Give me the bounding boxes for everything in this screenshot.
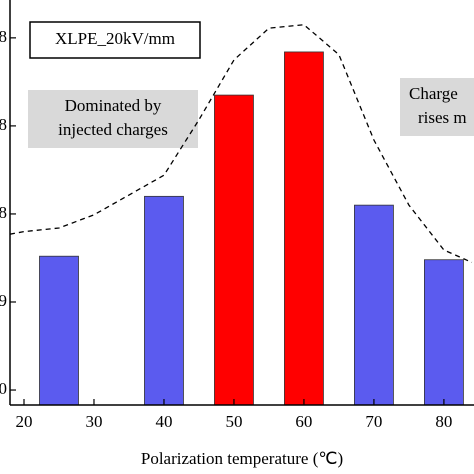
bar (39, 255, 79, 406)
y-tick-label: 0 (0, 379, 7, 398)
annotation-box (28, 90, 198, 148)
y-tick-label: -8 (0, 203, 7, 222)
annotation: injected charges (58, 120, 168, 139)
x-tick-label: 40 (155, 412, 172, 431)
annotation: XLPE_20kV/mm (55, 29, 175, 48)
y-tick-label: -9 (0, 291, 7, 310)
x-tick-label: 50 (225, 412, 242, 431)
annotation-box (400, 78, 474, 136)
x-tick-label: 30 (85, 412, 102, 431)
x-axis-label: Polarization temperature (℃) (141, 449, 343, 468)
bar (144, 195, 184, 406)
y-tick-label: -8 (0, 27, 7, 46)
annotation: Dominated by (65, 96, 162, 115)
annotation: Charge (409, 84, 458, 103)
bar (284, 51, 324, 406)
x-tick-label: 80 (435, 412, 452, 431)
bar (354, 204, 394, 406)
x-tick-label: 70 (365, 412, 382, 431)
annotation: rises m (418, 108, 467, 127)
bar (214, 94, 254, 406)
x-tick-label: 60 (295, 412, 312, 431)
bar (424, 259, 464, 406)
label-box (29, 21, 201, 59)
x-tick-label: 20 (15, 412, 32, 431)
trend-curve (9, 24, 473, 263)
y-tick-label: -8 (0, 115, 7, 134)
